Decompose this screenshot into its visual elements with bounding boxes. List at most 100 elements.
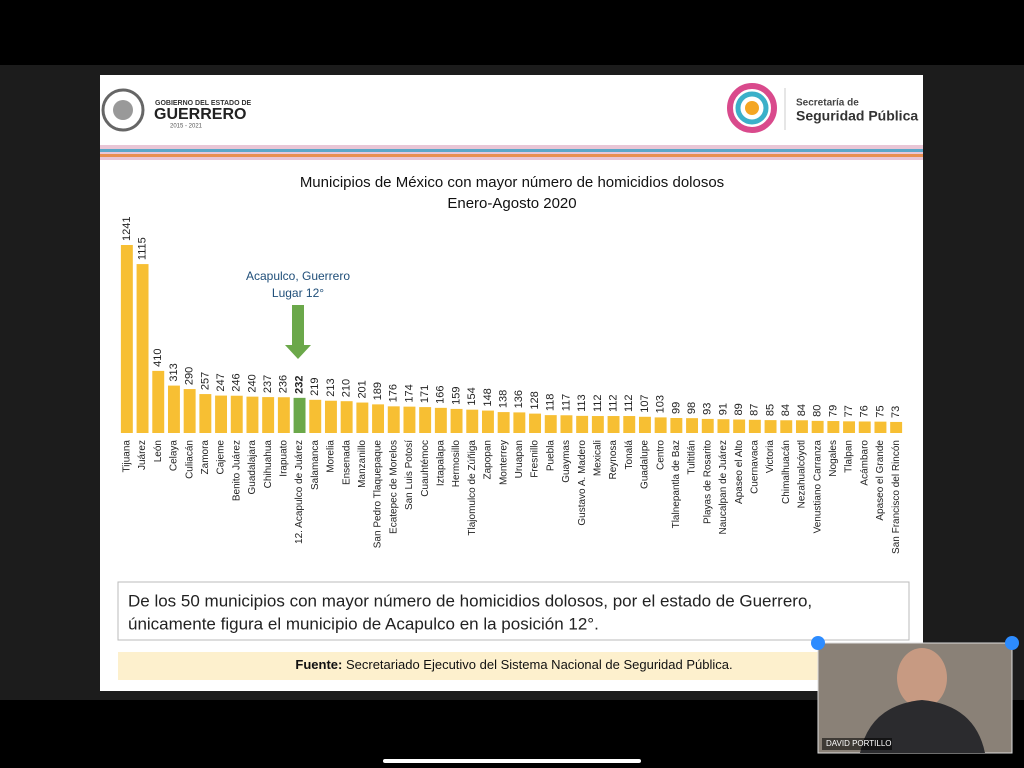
bar — [120, 245, 133, 433]
x-tick-label: Iztapalapa — [435, 440, 446, 487]
value-label: 176 — [388, 384, 400, 402]
bar — [246, 396, 259, 433]
x-tick-label: Morelia — [326, 440, 337, 473]
note-box — [117, 581, 910, 641]
value-label: 246 — [231, 373, 243, 391]
participant-name: DAVID PORTILLO — [826, 739, 892, 748]
bar — [686, 418, 699, 433]
bar — [419, 407, 432, 433]
x-tick-label: Fresnillo — [530, 440, 541, 478]
bar — [780, 420, 793, 433]
value-label: 128 — [529, 391, 541, 409]
bar — [356, 402, 369, 433]
collapse-button[interactable] — [1005, 636, 1019, 650]
value-label: 75 — [874, 405, 886, 417]
value-label: 93 — [702, 403, 714, 415]
value-label: 410 — [152, 349, 164, 367]
x-tick-label: Gustavo A. Madero — [577, 440, 588, 526]
gov-line: GOBIERNO DEL ESTADO DE — [155, 100, 252, 107]
x-tick-label: Centro — [655, 440, 666, 470]
value-label: 219 — [309, 377, 321, 395]
ssp-line: Secretaría de — [796, 98, 859, 109]
x-tick-label: Reynosa — [608, 440, 619, 480]
chart-subtitle: Enero-Agosto 2020 — [447, 195, 576, 212]
bar — [811, 420, 824, 433]
bar — [136, 264, 149, 433]
x-tick-label: Tlajomulco de Zúñiga — [467, 440, 478, 536]
bar — [874, 421, 887, 433]
arrow — [285, 305, 311, 359]
bar — [607, 416, 620, 433]
x-tick-label: Cajeme — [216, 440, 227, 475]
note-line: De los 50 municipios con mayor número de… — [128, 591, 812, 610]
value-label: 138 — [498, 390, 510, 408]
bar — [795, 420, 808, 433]
bar — [764, 420, 777, 433]
bar — [544, 415, 557, 433]
x-tick-label: Celaya — [169, 440, 180, 472]
x-tick-label: Juárez — [137, 440, 148, 470]
bar — [701, 418, 714, 433]
value-label: 107 — [639, 394, 651, 412]
bar — [403, 406, 416, 433]
value-label: 84 — [796, 404, 808, 416]
source-text: Secretariado Ejecutivo del Sistema Nacio… — [342, 657, 732, 672]
bar — [497, 412, 510, 433]
gov-logo — [101, 88, 145, 132]
x-tick-label: Playas de Rosarito — [702, 440, 713, 524]
value-label: 159 — [450, 387, 462, 405]
bar — [670, 418, 683, 433]
value-label: 213 — [325, 378, 337, 396]
x-tick-label: Cuernavaca — [749, 440, 760, 494]
source-box — [118, 652, 818, 680]
value-label: 77 — [843, 405, 855, 417]
x-tick-label: Venustiano Carranza — [812, 440, 823, 534]
value-label: 232 — [293, 375, 305, 393]
ssp-logo — [727, 83, 777, 133]
home-indicator — [383, 759, 641, 763]
x-tick-label: Acámbaro — [859, 440, 870, 486]
x-tick-label: Zamora — [200, 440, 211, 475]
bar — [513, 412, 526, 433]
value-label: 148 — [482, 388, 494, 406]
value-label: 113 — [576, 394, 588, 412]
x-tick-label: Guaymas — [561, 440, 572, 483]
value-label: 98 — [686, 402, 698, 414]
value-label: 112 — [592, 394, 604, 412]
value-label: 313 — [168, 363, 180, 381]
expand-button[interactable] — [811, 636, 825, 650]
note-line: únicamente figura el municipio de Acapul… — [128, 614, 599, 633]
x-tick-label: Apaseo el Grande — [875, 440, 886, 521]
value-label: 189 — [372, 382, 384, 400]
bar — [890, 421, 903, 433]
x-tick-label: Victoria — [765, 440, 776, 474]
bar — [827, 421, 840, 433]
bar — [199, 394, 212, 433]
x-tick-label: Monterrey — [498, 440, 509, 485]
value-label: 87 — [749, 404, 761, 416]
bar — [152, 370, 165, 433]
bar — [560, 415, 573, 433]
bar — [733, 419, 746, 433]
value-label: 80 — [812, 405, 824, 417]
x-tick-label: Hermosillo — [451, 440, 462, 488]
value-label: 174 — [403, 384, 415, 402]
bar-chart: 1241 Tijuana 1115 Juárez 410 León 313 Celaya 290… — [120, 217, 903, 554]
person-head — [897, 648, 947, 708]
value-label: 1241 — [121, 217, 133, 241]
value-label: 201 — [356, 380, 368, 398]
bar — [324, 400, 337, 433]
value-label: 166 — [435, 385, 447, 403]
value-label: 73 — [890, 406, 902, 418]
chart-title: Municipios de México con mayor número de… — [300, 174, 724, 191]
value-label: 237 — [262, 375, 274, 393]
x-tick-label: 12. Acapulco de Juárez — [294, 440, 305, 544]
bar — [167, 385, 180, 433]
value-label: 112 — [623, 394, 635, 412]
x-tick-label: Ensenada — [341, 440, 352, 485]
x-tick-label: Apaseo el Alto — [734, 440, 745, 504]
x-tick-label: Irapuato — [278, 440, 289, 477]
x-tick-label: Culiacán — [184, 440, 195, 479]
x-tick-label: Ecatepec de Morelos — [388, 440, 399, 534]
